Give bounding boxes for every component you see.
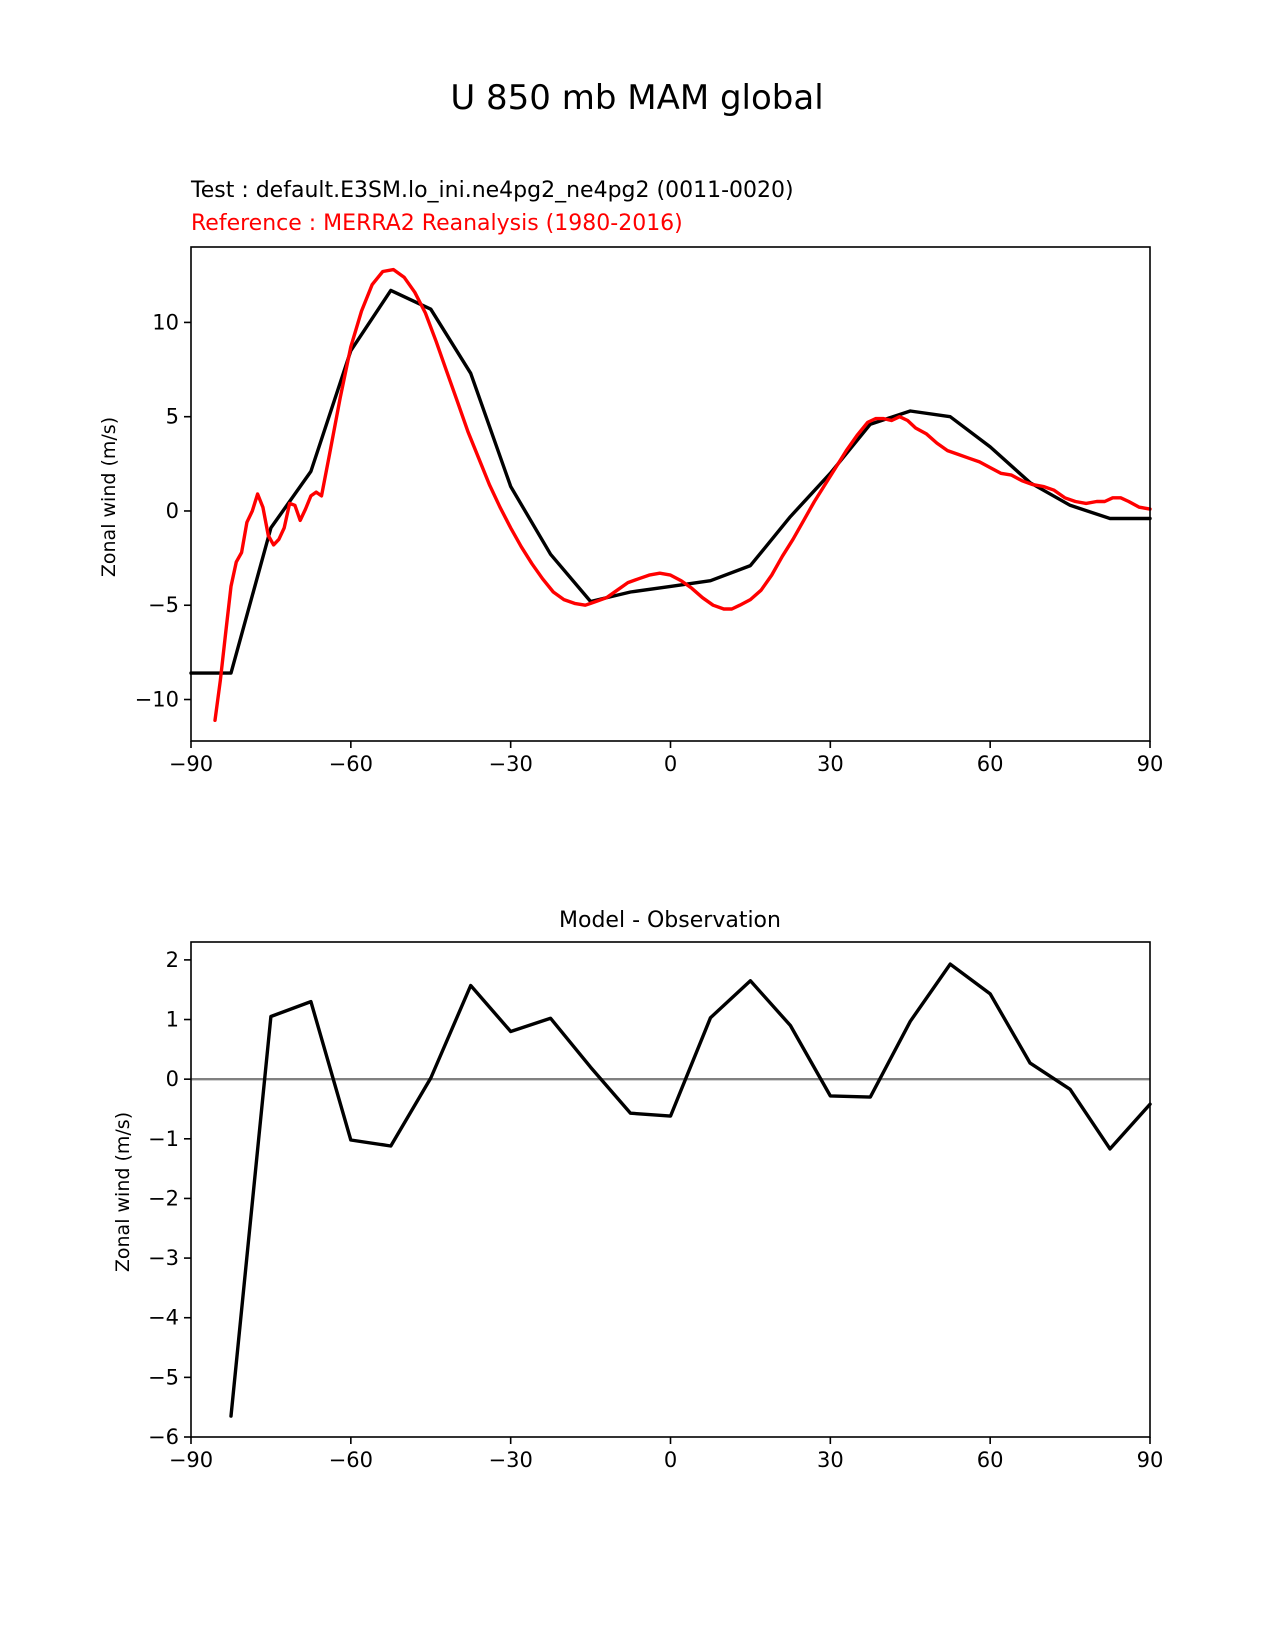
- x-tick-label: 0: [664, 1448, 677, 1472]
- x-tick-label: 0: [664, 752, 677, 776]
- tick-layer: −90 −60 −30 0 30 60 90 −6 −5 −4 −3 −2 −1 0 1 2: [148, 948, 1163, 1472]
- tick-layer: −90 −60 −30 0 30 60 90 −10 −5 0 5 10: [135, 310, 1164, 776]
- test-series-line: [189, 288, 1152, 675]
- y-tick-label: 1: [166, 1008, 179, 1032]
- x-tick-label: 90: [1137, 1448, 1164, 1472]
- x-tick-label: −60: [329, 1448, 373, 1472]
- x-tick-label: −90: [169, 752, 213, 776]
- x-tick-label: −60: [329, 752, 373, 776]
- y-tick-label: −5: [148, 1365, 179, 1389]
- y-tick-label: −3: [148, 1246, 179, 1270]
- difference-series-line: [229, 962, 1152, 1418]
- x-tick-label: −90: [169, 1448, 213, 1472]
- x-tick-label: −30: [489, 1448, 533, 1472]
- x-tick-label: 60: [977, 752, 1004, 776]
- y-tick-label: 0: [166, 1067, 179, 1091]
- y-tick-label: 5: [166, 405, 179, 429]
- y-tick-label: 0: [166, 499, 179, 523]
- top-panel: Test : default.E3SM.lo_ini.ne4pg2_ne4pg2…: [98, 178, 1163, 776]
- y-tick-label: −4: [148, 1306, 179, 1330]
- x-tick-label: 30: [817, 752, 844, 776]
- x-tick-label: 60: [977, 1448, 1004, 1472]
- y-tick-label: −5: [148, 593, 179, 617]
- y-tick-label: −2: [148, 1186, 179, 1210]
- reference-label: Reference : MERRA2 Reanalysis (1980-2016…: [191, 211, 683, 236]
- y-tick-label: −10: [135, 688, 179, 712]
- reference-series-line: [213, 267, 1152, 722]
- y-tick-label: −6: [148, 1425, 179, 1449]
- y-axis-label: Zonal wind (m/s): [112, 1112, 134, 1272]
- panel-title: Model - Observation: [559, 908, 781, 933]
- axes-frame: [190, 246, 1151, 742]
- y-tick-label: −1: [148, 1127, 179, 1151]
- series-layer: [191, 962, 1152, 1418]
- y-tick-label: 2: [166, 948, 179, 972]
- axes-frame: [190, 941, 1151, 1438]
- test-label: Test : default.E3SM.lo_ini.ne4pg2_ne4pg2…: [190, 178, 794, 203]
- figure-suptitle: U 850 mb MAM global: [450, 78, 823, 118]
- series-layer: [189, 267, 1152, 722]
- bottom-panel: Model - Observation Zonal wind (m/s) −90…: [112, 908, 1163, 1472]
- x-tick-label: 30: [817, 1448, 844, 1472]
- y-tick-label: 10: [152, 310, 179, 334]
- y-axis-label: Zonal wind (m/s): [98, 417, 120, 577]
- x-tick-label: 90: [1137, 752, 1164, 776]
- x-tick-label: −30: [489, 752, 533, 776]
